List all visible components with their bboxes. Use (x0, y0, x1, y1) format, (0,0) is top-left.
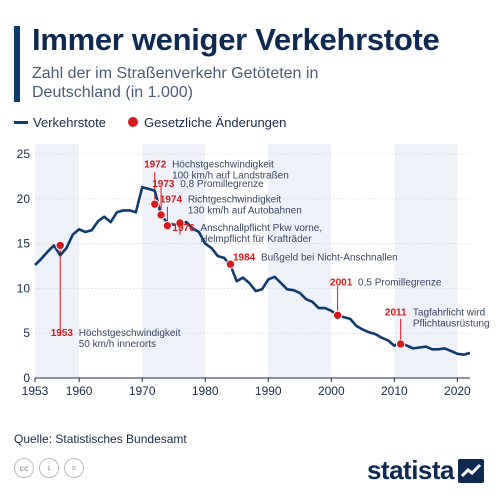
event-dot (150, 199, 160, 209)
x-tick-label: 2020 (444, 384, 471, 398)
x-tick-label: 2010 (381, 384, 408, 398)
statista-mark-icon (458, 458, 484, 483)
x-tick-label: 1990 (255, 384, 282, 398)
event-dot (175, 218, 185, 228)
event-year-label: 2001 (330, 278, 353, 289)
brand-logo: statista (367, 455, 484, 486)
event-dot (395, 339, 406, 349)
event-description: Anschnallpflicht Pkw vorne, (200, 223, 322, 234)
equals-icon: = (64, 458, 84, 478)
decade-band (142, 144, 206, 378)
event-year-label: 1972 (144, 159, 167, 170)
chart-legend: Verkehrstote Gesetzliche Änderungen (14, 113, 286, 131)
y-tick-label: 25 (17, 147, 31, 161)
event-year-label: 1973 (152, 179, 175, 190)
event-year-label: 1976 (172, 223, 195, 234)
event-dot (156, 210, 166, 220)
y-tick-label: 10 (17, 281, 31, 295)
event-dot (332, 310, 343, 320)
event-description: Tagfahrlicht wird (413, 307, 485, 318)
y-tick-label: 5 (23, 326, 30, 340)
decade-band (268, 144, 332, 378)
event-year-label: 1984 (233, 253, 256, 264)
x-tick-label: 1970 (129, 384, 156, 398)
event-dot (162, 220, 173, 231)
page-subtitle: Zahl der im Straßenverkehr Getöteten in … (32, 65, 319, 101)
line-chart: 0 5 10 15 20 25 1953 1960 1970 1980 1990 2000 2010 20… (17, 144, 490, 398)
event-description-line2: 50 km/h innerorts (79, 339, 156, 350)
event-description: 0,8 Promillegrenze (180, 179, 264, 190)
event-year-label: 2011 (385, 307, 407, 318)
event-description-line2: Helmpflicht für Krafträder (200, 234, 312, 245)
x-tick-label: 1953 (22, 384, 49, 398)
x-tick-label: 2000 (318, 384, 345, 398)
y-tick-label: 15 (17, 237, 31, 251)
event-description-line2: Pflichtausrüstung (413, 318, 490, 329)
y-tick-label: 20 (17, 192, 31, 206)
cc-icon: cc (14, 458, 34, 478)
source-note: Quelle: Statistisches Bundesamt (14, 432, 187, 446)
license-icons: cc i = (14, 458, 84, 478)
legend-line-label: Verkehrstote (33, 114, 106, 130)
x-tick-label: 1960 (66, 384, 93, 398)
event-description: Richtgeschwindigkeit (188, 194, 282, 205)
event-description: Höchstgeschwindigkeit (172, 159, 274, 170)
event-dot (55, 240, 65, 251)
decade-band (35, 144, 80, 378)
event-year-label: 1974 (160, 194, 183, 205)
decade-band (394, 144, 458, 378)
event-description: 0,5 Promillegrenze (358, 278, 442, 289)
y-tick-label: 0 (23, 371, 30, 385)
legend-dot-swatch (128, 117, 138, 127)
event-description: Bußgeld bei Nicht-Anschnallen (261, 253, 398, 264)
brand-name: statista (366, 455, 455, 485)
x-tick-label: 1980 (192, 384, 219, 398)
legend-line-swatch (14, 120, 28, 124)
by-icon: i (39, 458, 59, 478)
event-year-label: 1953 (51, 328, 74, 339)
event-description-line2: 100 km/h auf Landstraßen (172, 170, 289, 181)
page-title: Immer weniger Verkehrstote (32, 22, 440, 57)
event-description-line2: 130 km/h auf Autobahnen (188, 205, 302, 216)
title-accent-bar (14, 26, 20, 102)
legend-dot-label: Gesetzliche Änderungen (144, 114, 287, 130)
event-description: Höchstgeschwindigkeit (79, 328, 181, 339)
event-dot (225, 259, 236, 269)
